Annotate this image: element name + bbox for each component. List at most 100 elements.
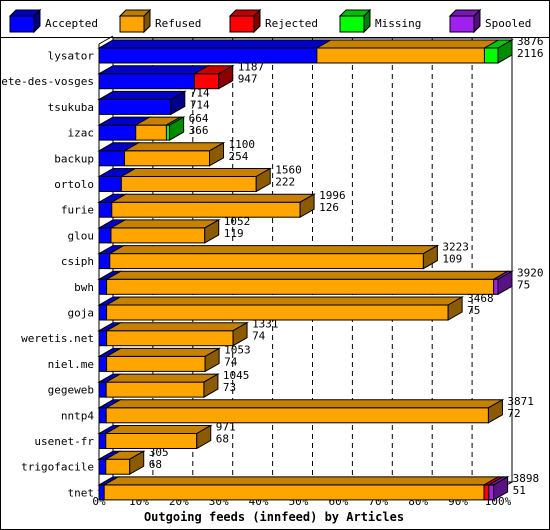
category-label: nntp4 — [61, 409, 94, 422]
offered-count-label: 1560 — [275, 164, 302, 177]
legend-label: Missing — [375, 17, 421, 30]
offered-count-label: 664 — [189, 112, 209, 125]
bar-segment-accepted — [98, 150, 126, 167]
bar-segment-refused — [106, 278, 495, 295]
bar-segment-missing — [483, 47, 499, 64]
bar-end-face — [218, 64, 234, 90]
bar-segment-accepted — [98, 201, 113, 218]
bar-end-face — [422, 244, 438, 270]
bar-segment-refused — [109, 253, 424, 270]
bar-segment-top — [97, 39, 333, 49]
accepted-count-label: 947 — [238, 73, 258, 86]
legend-item-accepted: Accepted — [8, 8, 98, 34]
offered-count-label: 1100 — [229, 138, 256, 151]
accepted-count-label: 109 — [442, 253, 462, 266]
category-label: bwh — [74, 281, 94, 294]
accepted-count-label: 75 — [517, 278, 530, 291]
bar-segment-top — [122, 142, 226, 152]
bar-end-face — [487, 398, 503, 424]
bar-segment-accepted — [98, 381, 107, 398]
bar-segment-accepted — [98, 330, 108, 347]
accepted-count-label: 366 — [189, 124, 209, 137]
category-label: izac — [68, 127, 95, 140]
offered-count-label: 3223 — [442, 241, 469, 254]
accepted-count-label: 75 — [467, 304, 480, 317]
legend-swatch — [449, 15, 475, 33]
offered-count-label: 3920 — [517, 266, 544, 279]
category-label: furie — [61, 204, 94, 217]
category-label: ortolo — [54, 178, 94, 191]
bar-segment-refused — [106, 355, 206, 372]
bar-segment-refused — [124, 150, 211, 167]
bar-segment-refused — [105, 458, 131, 475]
legend-label: Refused — [155, 17, 201, 30]
category-label: backup — [54, 152, 94, 165]
bar-segment-top — [104, 347, 222, 357]
bar-segment-refused — [110, 227, 206, 244]
bar-segment-accepted — [98, 458, 107, 475]
accepted-count-label: 2116 — [517, 47, 544, 60]
bar-end-face — [169, 116, 185, 141]
accepted-count-label: 74 — [224, 355, 238, 368]
bar-segment-accepted — [98, 98, 172, 115]
bar-end-face — [497, 270, 513, 296]
offered-count-label: 3876 — [517, 35, 544, 48]
offered-count-label: 714 — [190, 86, 210, 99]
bar-segment-accepted — [98, 47, 318, 64]
bar-segment-accepted — [98, 355, 108, 372]
offered-count-label: 305 — [149, 446, 169, 459]
bar-segment-spooled — [493, 278, 499, 295]
bar-end-face — [497, 39, 513, 64]
y-axis-top-edge — [98, 35, 114, 45]
accepted-count-label: 51 — [513, 484, 526, 497]
bar-end-face — [204, 219, 220, 244]
bar-end-face — [447, 296, 463, 321]
legend-swatch — [229, 15, 255, 33]
accepted-count-label: 714 — [190, 98, 210, 111]
bar-segment-top — [104, 270, 510, 280]
accepted-count-label: 126 — [319, 201, 339, 214]
category-label: tsukuba — [48, 101, 94, 114]
bar-segment-accepted — [98, 176, 122, 192]
bar-end-face — [129, 450, 145, 476]
bar-segment-accepted — [98, 433, 107, 449]
bar-segment-accepted — [98, 124, 137, 141]
bar-segment-refused — [316, 47, 485, 64]
accepted-count-label: 222 — [275, 176, 295, 189]
offered-count-label: 971 — [216, 421, 236, 434]
bar-segment-accepted — [98, 73, 195, 90]
category-label: trigofacile — [21, 461, 94, 474]
bar-segment-refused — [103, 484, 485, 501]
bar-segment-accepted — [98, 278, 108, 295]
bar-segment-refused — [111, 201, 301, 218]
category-label: gegeweb — [48, 384, 94, 397]
bar-segment-accepted — [98, 227, 112, 244]
bar-segment-top — [104, 373, 220, 383]
bar-end-face — [203, 373, 219, 398]
bar-segment-refused — [105, 381, 205, 398]
bar-segment-refused — [120, 176, 257, 192]
bar-end-face — [209, 141, 225, 167]
category-label: bete-des-vosges — [0, 75, 94, 88]
bar-end-face — [493, 476, 509, 501]
offered-count-label: 1053 — [224, 343, 251, 356]
accepted-count-label: 72 — [507, 407, 520, 420]
accepted-count-label: 74 — [252, 330, 266, 343]
legend-item-refused: Refused — [118, 8, 201, 34]
bar-segment-top — [107, 245, 440, 255]
category-label: niel.me — [48, 358, 94, 371]
offered-count-label: 3898 — [513, 472, 540, 485]
offered-count-label: 1187 — [238, 61, 265, 74]
offered-count-label: 1052 — [224, 215, 251, 228]
legend-swatch — [339, 15, 365, 33]
